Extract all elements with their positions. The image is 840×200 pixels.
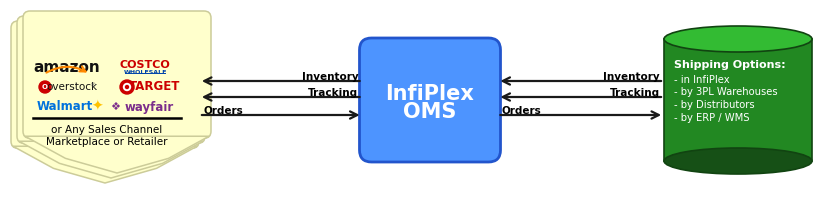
Polygon shape — [19, 141, 203, 178]
Text: COSTCO: COSTCO — [119, 60, 171, 70]
Text: - in InfiPlex: - in InfiPlex — [674, 75, 730, 85]
Text: O: O — [42, 84, 48, 90]
Text: ✦: ✦ — [92, 100, 102, 114]
Polygon shape — [25, 136, 209, 173]
FancyBboxPatch shape — [23, 11, 211, 138]
Text: Shipping Options:: Shipping Options: — [674, 60, 785, 70]
Text: WHOLESALE: WHOLESALE — [123, 70, 166, 74]
Circle shape — [120, 80, 134, 94]
Circle shape — [125, 86, 129, 88]
Text: ❖: ❖ — [110, 102, 120, 112]
Circle shape — [123, 84, 130, 90]
Text: overstock: overstock — [46, 82, 97, 92]
Text: Orders: Orders — [203, 106, 243, 116]
Ellipse shape — [664, 148, 812, 174]
Text: - by ERP / WMS: - by ERP / WMS — [674, 113, 749, 123]
Text: InfiPlex: InfiPlex — [386, 84, 475, 104]
Text: Tracking: Tracking — [610, 88, 660, 98]
Text: or Any Sales Channel: or Any Sales Channel — [51, 125, 163, 135]
Bar — [664, 39, 812, 161]
Text: OMS: OMS — [403, 102, 457, 122]
Text: Inventory: Inventory — [603, 72, 660, 82]
Text: Inventory: Inventory — [302, 72, 359, 82]
FancyBboxPatch shape — [360, 38, 501, 162]
Text: - by 3PL Warehouses: - by 3PL Warehouses — [674, 87, 778, 97]
FancyBboxPatch shape — [11, 21, 199, 148]
Text: Walmart: Walmart — [37, 100, 93, 114]
Circle shape — [39, 81, 51, 93]
Text: amazon: amazon — [34, 60, 100, 74]
Text: wayfair: wayfair — [124, 100, 174, 114]
Ellipse shape — [664, 26, 812, 52]
Text: - by Distributors: - by Distributors — [674, 100, 754, 110]
Text: Marketplace or Retailer: Marketplace or Retailer — [46, 137, 168, 147]
Text: ®: ® — [89, 83, 95, 88]
FancyBboxPatch shape — [17, 16, 205, 143]
Text: Orders: Orders — [501, 106, 541, 116]
Polygon shape — [13, 146, 197, 183]
Text: TARGET: TARGET — [129, 80, 181, 94]
Text: Tracking: Tracking — [308, 88, 359, 98]
